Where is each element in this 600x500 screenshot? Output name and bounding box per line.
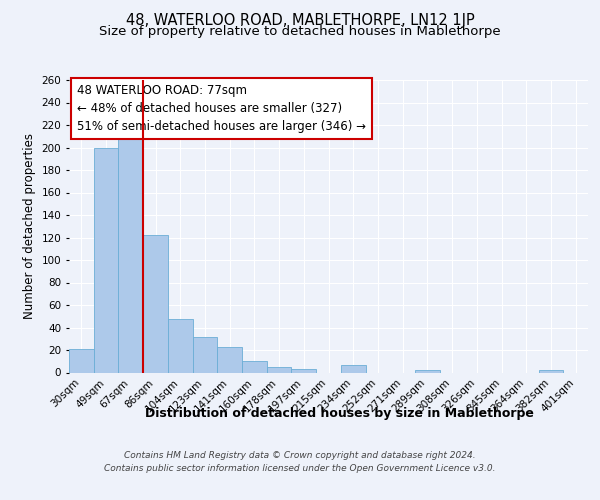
Text: Size of property relative to detached houses in Mablethorpe: Size of property relative to detached ho… (99, 25, 501, 38)
Bar (118, 130, 143, 372)
Y-axis label: Number of detached properties: Number of detached properties (23, 133, 36, 320)
Text: 48 WATERLOO ROAD: 77sqm
← 48% of detached houses are smaller (327)
51% of semi-d: 48 WATERLOO ROAD: 77sqm ← 48% of detache… (77, 84, 366, 134)
Bar (168, 318, 193, 372)
Bar (217, 346, 242, 372)
Bar (292, 369, 316, 372)
Bar (242, 361, 267, 372)
Text: Distribution of detached houses by size in Mablethorpe: Distribution of detached houses by size … (145, 408, 533, 420)
Text: Contains public sector information licensed under the Open Government Licence v3: Contains public sector information licen… (104, 464, 496, 473)
Bar (539, 370, 563, 372)
Bar (193, 336, 217, 372)
Bar (94, 148, 118, 372)
Bar (69, 349, 94, 372)
Bar (341, 364, 365, 372)
Text: Contains HM Land Registry data © Crown copyright and database right 2024.: Contains HM Land Registry data © Crown c… (124, 451, 476, 460)
Bar (415, 370, 440, 372)
Text: 48, WATERLOO ROAD, MABLETHORPE, LN12 1JP: 48, WATERLOO ROAD, MABLETHORPE, LN12 1JP (125, 12, 475, 28)
Bar (267, 367, 292, 372)
Bar (143, 236, 168, 372)
